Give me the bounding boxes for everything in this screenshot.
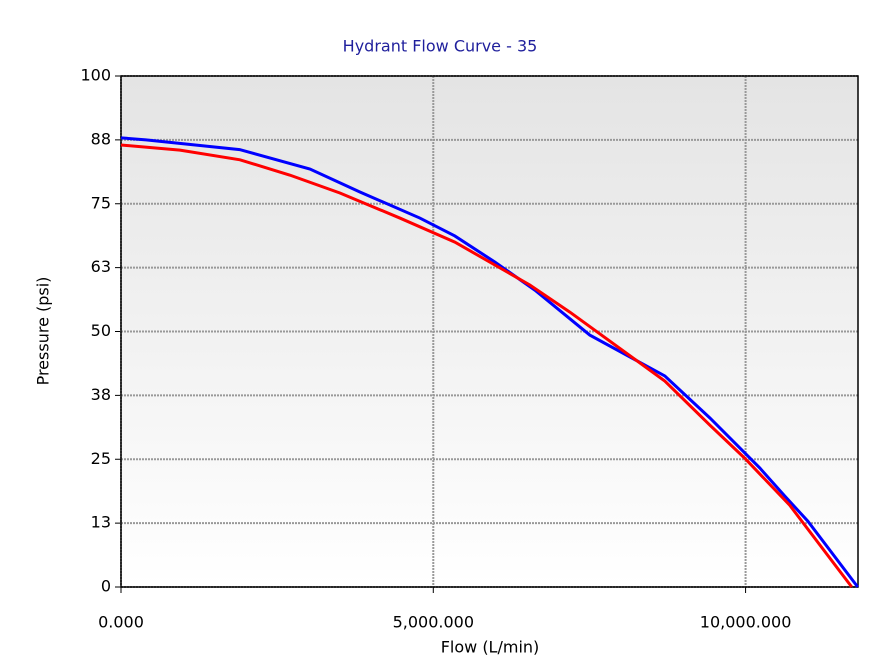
y-tick-label: 38 (91, 385, 111, 404)
y-tick-label: 13 (91, 513, 111, 532)
plot-area (121, 76, 858, 587)
x-tick-label: 5,000.000 (393, 613, 474, 632)
y-tick-label: 63 (91, 257, 111, 276)
x-axis-label: Flow (L/min) (441, 638, 540, 657)
y-tick-label: 75 (91, 193, 111, 212)
y-axis-label: Pressure (psi) (34, 277, 53, 386)
chart-title: Hydrant Flow Curve - 35 (343, 37, 538, 56)
x-tick-label: 0.000 (98, 613, 144, 632)
plot-border (120, 75, 859, 588)
y-tick-label: 25 (91, 449, 111, 468)
y-tick-label: 88 (91, 129, 111, 148)
y-tick-label: 100 (80, 66, 111, 85)
y-tick-label: 50 (91, 321, 111, 340)
x-tick-label: 10,000.000 (700, 613, 792, 632)
y-tick-label: 0 (101, 577, 111, 596)
series-line (120, 143, 853, 588)
